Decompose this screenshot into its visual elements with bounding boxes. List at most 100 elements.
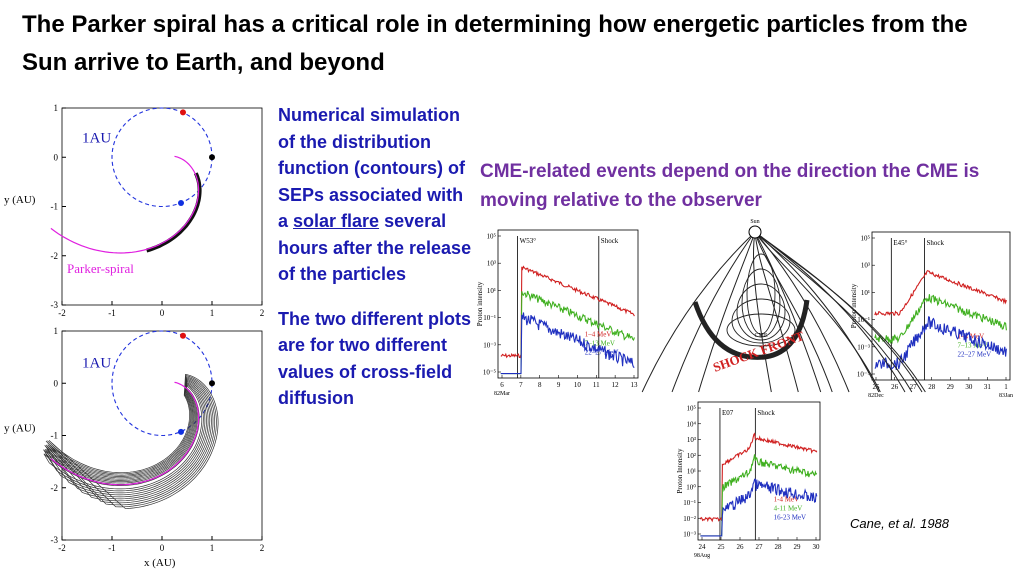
field-line <box>754 231 913 393</box>
orbit <box>111 107 213 208</box>
x-tick-label: 30 <box>813 543 821 551</box>
spiral-label: Parker-spiral <box>67 261 134 276</box>
y-tick-label: -1 <box>51 431 59 441</box>
contour <box>47 375 217 508</box>
intensity-profile <box>699 432 818 523</box>
x-tick-label: 28 <box>928 383 936 391</box>
x-tick-label: 2 <box>260 543 265 553</box>
x-tick-label: 11 <box>593 381 600 389</box>
panel-frame <box>497 229 639 379</box>
legend-entry: 22–27 MeV <box>958 351 992 359</box>
paragraph: Numerical simulation of the distribution… <box>278 102 472 288</box>
y-tick-label: 10² <box>687 452 696 460</box>
sun <box>748 225 762 239</box>
legend-entry: 1–4 MeV <box>585 331 612 339</box>
y-axis-label: Proton Intensity <box>676 448 684 493</box>
x-tick-label: 30 <box>965 383 973 391</box>
x-tick-label: 9 <box>557 381 561 389</box>
y-tick-label: 10⁻⁵ <box>483 369 497 377</box>
sun-label: Sun <box>750 219 759 225</box>
contour <box>46 380 209 498</box>
marker <box>180 109 186 116</box>
x-tick-label: 28 <box>775 543 783 551</box>
field-line <box>752 231 772 393</box>
cme-heading: CME-related events depend on the directi… <box>480 161 980 211</box>
x-tick-label: 0 <box>160 543 165 553</box>
y-tick-label: 10¹ <box>687 468 696 476</box>
orbit-label: 1AU <box>82 130 111 146</box>
x-tick-label: 25 <box>718 543 726 551</box>
x-tick-label: 26 <box>737 543 745 551</box>
field-line <box>754 231 881 393</box>
cme-label: CME <box>754 333 767 339</box>
intensity-profile <box>500 290 635 375</box>
x-tick-label: 12 <box>612 381 620 389</box>
shock-label: Shock <box>757 409 775 417</box>
intensity-profile <box>500 312 635 375</box>
y-tick-label: 10³ <box>487 260 496 268</box>
x-tick-label: 10 <box>574 381 582 389</box>
contour <box>47 377 214 504</box>
y-tick-label: 10¹ <box>487 287 496 295</box>
y-tick-label: 1 <box>54 103 59 113</box>
marker <box>178 200 184 207</box>
legend-entry: 7–13 MeV <box>958 342 988 350</box>
marker <box>178 428 184 435</box>
contour <box>44 379 211 500</box>
contour <box>43 382 206 494</box>
y-axis-label: Proton intensity <box>476 281 484 326</box>
cme-loop <box>741 268 781 338</box>
contour <box>44 381 207 496</box>
x-tick-label: 29 <box>794 543 802 551</box>
y-tick-label: 10⁴ <box>687 420 697 428</box>
x-tick-label: 0 <box>160 308 165 318</box>
intensity-profile <box>874 294 1007 345</box>
x-tick-label: 27 <box>910 383 918 391</box>
y-tick-label: 10⁰ <box>686 483 696 491</box>
x-tick-label: 24 <box>699 543 707 551</box>
field-line <box>671 231 756 393</box>
y-tick-label: 10⁻² <box>683 515 696 523</box>
shock-front <box>692 299 810 360</box>
legend-entry: 22–27 MeV <box>585 349 619 357</box>
field-line <box>754 231 822 393</box>
date-label: 83Jan <box>999 393 1013 399</box>
y-tick-label: -3 <box>51 535 59 545</box>
y-axis-label: Proton intensity <box>850 283 858 328</box>
x-tick-label: 26 <box>891 383 899 391</box>
panel-frame <box>871 231 1011 381</box>
field-line <box>754 231 926 393</box>
date-label: 98Aug <box>694 553 710 559</box>
x-tick-label: 1 <box>210 308 215 318</box>
y-tick-label: 10⁵ <box>687 405 697 413</box>
y-tick-label: 10⁻³ <box>483 341 496 349</box>
particle-distribution <box>146 172 202 253</box>
marker <box>209 154 215 161</box>
date-label: 82Dec <box>868 393 884 399</box>
y-tick-label: 10³ <box>861 262 870 270</box>
intensity-profile <box>874 316 1007 371</box>
x-tick-label: 1 <box>1004 383 1008 391</box>
y-tick-label: 10⁵ <box>487 233 497 241</box>
shock-label: Shock <box>601 237 619 245</box>
date-label: 82Mar <box>494 391 510 397</box>
x-tick-label: 2 <box>260 308 265 318</box>
x-tick-label: 6 <box>500 381 504 389</box>
y-axis-label: y (AU) <box>4 194 36 206</box>
x-tick-label: 31 <box>984 383 992 391</box>
x-tick-label: 27 <box>756 543 764 551</box>
y-tick-label: 10³ <box>687 436 696 444</box>
contour <box>45 376 216 506</box>
field-line <box>754 231 799 393</box>
field-line <box>754 231 833 393</box>
field-line <box>754 231 850 393</box>
slide-title: The Parker spiral has a critical role in… <box>22 11 968 76</box>
legend-entry: 7–13 MeV <box>585 340 615 348</box>
cme-loop <box>746 253 776 335</box>
x-tick-label: 13 <box>631 381 639 389</box>
cme-loop <box>726 313 796 347</box>
y-tick-label: 1 <box>54 326 59 336</box>
field-line <box>641 231 756 393</box>
